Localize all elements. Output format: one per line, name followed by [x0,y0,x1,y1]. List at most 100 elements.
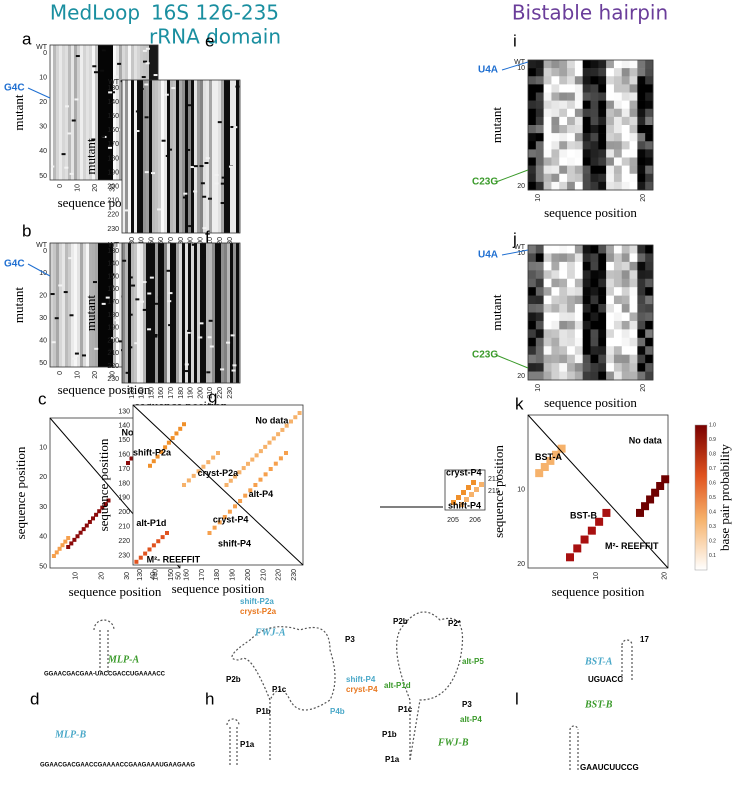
heatmap-cell [590,337,599,347]
heatmap-column [161,243,165,383]
heatmap-cell [613,92,623,101]
heatmap-cell [590,354,599,364]
heatmap-column [146,80,150,233]
y-tick-label: WT [108,242,120,249]
y-axis-label: mutant [83,295,98,331]
y-tick-label: 20 [517,373,525,380]
heatmap-cell [621,133,630,142]
heatmap-cell [535,181,544,191]
heatmap-cell [590,60,599,69]
heatmap-cell [140,300,145,303]
heatmap-cell [598,253,607,263]
heatmap-cell [598,92,607,101]
heatmap-cell [606,346,615,355]
mutation-label: G4C [4,259,25,270]
heatmap-cell [567,141,576,150]
pair-dot [212,525,217,530]
heatmap-cell [598,287,607,296]
y-tick-label: 150 [118,437,130,444]
heatmap-cell [629,116,638,126]
map-annotation: alt-P1d [136,518,166,528]
heatmap-column [170,243,174,383]
heatmap-column [89,45,93,180]
heatmap-cell [629,371,638,381]
heatmap-cell [645,165,654,175]
heatmap-cell [621,125,630,134]
heatmap-cell [621,116,630,126]
heatmap-cell [567,278,576,288]
heatmap-cell [598,76,607,85]
heatmap-cell [226,341,231,344]
heatmap-column [113,45,117,180]
heatmap-column [122,243,126,383]
heatmap-column [230,80,234,233]
heatmap-cell [65,105,70,108]
heatmap-cell [645,304,654,313]
heatmap-cell [221,176,226,179]
heatmap-cell [645,337,654,347]
heatmap-cell [168,292,173,295]
heatmap-cell [142,308,147,311]
heatmap-column [227,80,231,233]
heatmap-cell [543,270,552,280]
pair-dot [293,415,298,420]
heatmap-cell [167,300,172,303]
heatmap-cell [582,173,591,183]
heatmap-cell [613,287,623,296]
heatmap-cell [567,149,576,158]
heatmap-cell [590,312,599,322]
heatmap-cell [606,304,615,313]
heatmap-cell [543,173,552,183]
heatmap-cell [574,354,583,364]
heatmap-cell [582,116,591,126]
heatmap-cell [202,195,207,198]
heatmap-cell [153,74,158,77]
pair-dot [474,487,479,492]
y-tick-label: 40 [39,534,47,541]
x-tick-label: 180 [214,569,221,581]
heatmap-cell [629,100,638,110]
heatmap-cell [143,60,148,63]
heatmap-cell [567,270,576,280]
pair-dot [284,423,289,428]
heatmap-cell [64,166,69,169]
x-tick-label: 190 [188,387,195,399]
heatmap-cell [606,157,615,166]
heatmap-cell [215,250,220,253]
heatmap-cell [543,295,552,305]
y-tick-label: 180 [107,155,119,162]
heatmap-cell [233,126,238,129]
heatmap-cell [551,304,560,313]
heatmap-column [236,243,240,383]
structure-label: FWJ-B [437,737,469,748]
heatmap-cell [535,287,544,296]
heatmap-column [59,243,63,367]
heatmap-cell [637,329,646,339]
y-tick-label: 30 [39,315,47,322]
heatmap-cell [184,363,189,366]
heatmap-cell [220,202,225,205]
heatmap-cell [590,68,599,77]
heatmap-frame [121,79,241,234]
structure-label: P4b [330,707,345,716]
heatmap-cell [69,172,74,175]
heatmap-cell [606,363,615,372]
heatmap-cell [142,49,147,52]
heatmap-column [107,243,111,367]
heatmap-cell [551,287,560,296]
pair-dot [129,456,134,461]
heatmap-cell [621,346,630,355]
heatmap-cell [559,278,568,288]
y-tick-label: 170 [118,466,130,473]
heatmap-cell [613,181,623,191]
heatmap-cell [200,182,205,185]
heatmap-column [224,243,228,383]
heatmap-cell [629,278,638,288]
heatmap-cell [645,68,654,77]
heatmap-cell [144,116,149,119]
heatmap-cell [582,295,591,305]
pair-dot [580,535,589,544]
heatmap-cell [151,172,156,175]
heatmap-cell [204,162,209,165]
pair-dot [216,451,220,455]
